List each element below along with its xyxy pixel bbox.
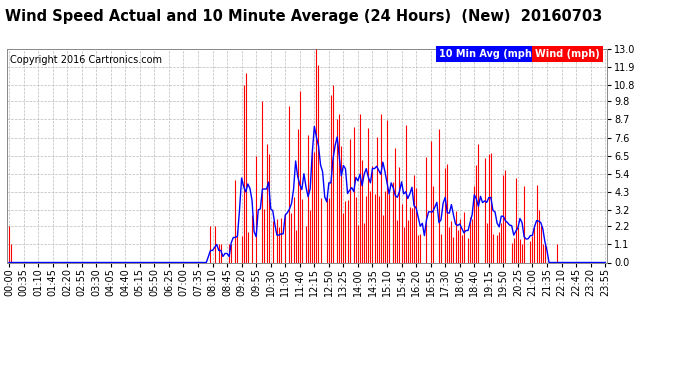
Text: 10 Min Avg (mph): 10 Min Avg (mph) [439,49,537,59]
Text: Wind (mph): Wind (mph) [535,49,600,59]
Text: Wind Speed Actual and 10 Minute Average (24 Hours)  (New)  20160703: Wind Speed Actual and 10 Minute Average … [5,9,602,24]
Text: Copyright 2016 Cartronics.com: Copyright 2016 Cartronics.com [10,55,162,65]
